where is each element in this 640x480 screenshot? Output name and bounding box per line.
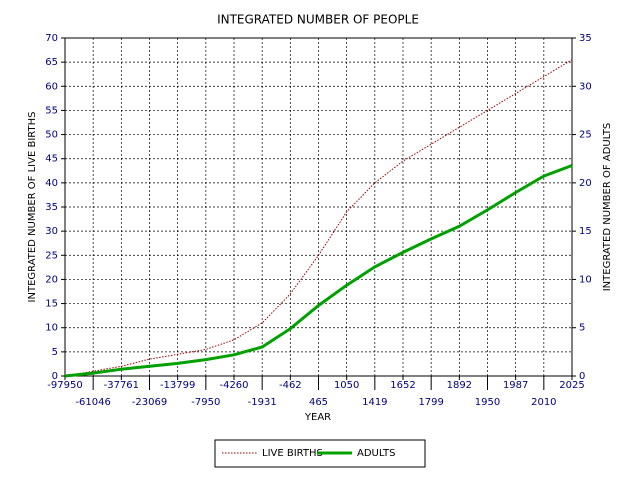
y-tick-label: 70: [45, 33, 58, 44]
y-tick-label: 45: [45, 154, 58, 165]
x-tick-label: -13799: [160, 380, 195, 391]
x-tick-label: -4260: [219, 380, 248, 391]
y-tick-label: 25: [45, 250, 58, 261]
y-tick-label: 30: [45, 226, 58, 237]
y-tick-label: 55: [45, 105, 58, 116]
x-tick-label: 1419: [362, 397, 387, 408]
x-tick-label: -7950: [191, 397, 220, 408]
x-tick-label: -1931: [248, 397, 277, 408]
y2-tick-label: 30: [579, 81, 592, 92]
y-tick-label: 20: [45, 274, 58, 285]
x-axis-label: YEAR: [304, 412, 331, 423]
y-tick-label: 0: [52, 371, 58, 382]
y-tick-label: 15: [45, 299, 58, 310]
x-tick-label: 465: [309, 397, 328, 408]
x-tick-label: 1050: [334, 380, 359, 391]
series-line: [64, 59, 573, 377]
y2-axis-label: INTEGRATED NUMBER OF ADULTS: [602, 123, 613, 292]
y-tick-label: 50: [45, 130, 58, 141]
y2-tick-label: 15: [579, 226, 592, 237]
y2-tick-label: 20: [579, 178, 592, 189]
x-tick-label: -97950: [47, 380, 82, 391]
x-tick-label: -462: [279, 380, 302, 391]
y-tick-label: 5: [52, 347, 58, 358]
x-tick-label: 1987: [503, 380, 528, 391]
y-tick-label: 35: [45, 202, 58, 213]
y2-tick-label: 35: [579, 33, 592, 44]
x-tick-label: 2010: [531, 397, 556, 408]
plot-frame: [64, 37, 573, 377]
legend-label: ADULTS: [357, 448, 396, 459]
y-axis-label: INTEGRATED NUMBER OF LIVE BIRTHS: [27, 112, 38, 303]
x-tick-label: 2025: [559, 380, 584, 391]
x-tick-label: 1652: [390, 380, 415, 391]
x-tick-label: -37761: [104, 380, 139, 391]
y-tick-label: 10: [45, 323, 58, 334]
legend-label: LIVE BIRTHS: [262, 448, 323, 459]
x-tick-label: -61046: [75, 397, 110, 408]
y2-tick-label: 0: [579, 371, 585, 382]
y-tick-label: 65: [45, 57, 58, 68]
chart-title: INTEGRATED NUMBER OF PEOPLE: [217, 13, 419, 27]
y2-tick-label: 5: [579, 323, 585, 334]
x-tick-label: 1950: [475, 397, 500, 408]
y-tick-label: 60: [45, 81, 58, 92]
x-tick-label: 1892: [447, 380, 472, 391]
x-tick-label: 1799: [418, 397, 443, 408]
x-tick-label: -23069: [132, 397, 167, 408]
legend-box: [214, 439, 426, 468]
series-line: [64, 164, 573, 378]
y-tick-label: 40: [45, 178, 58, 189]
y2-tick-label: 10: [579, 274, 592, 285]
y2-tick-label: 25: [579, 130, 592, 141]
